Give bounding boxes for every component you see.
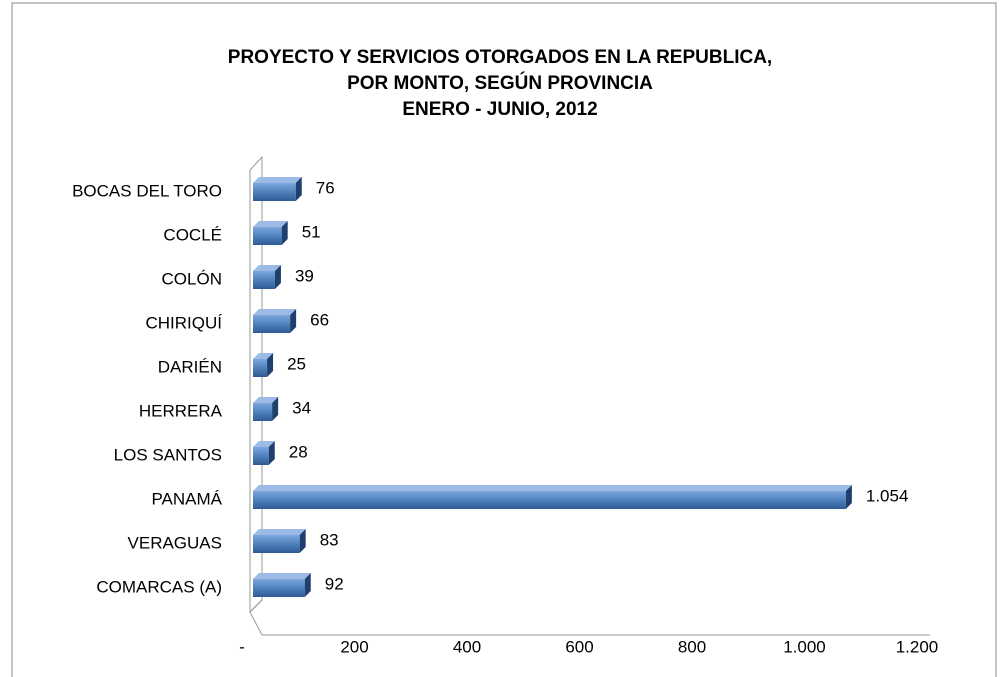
x-tick-label: - — [239, 637, 245, 656]
bar — [253, 353, 274, 377]
bar — [253, 397, 279, 421]
y-tick-label: DARIÉN — [158, 357, 222, 376]
chart-title: POR MONTO, SEGÚN PROVINCIA — [347, 72, 653, 94]
x-tick-label: 800 — [678, 637, 706, 656]
chart-title: ENERO - JUNIO, 2012 — [402, 99, 597, 120]
value-label: 66 — [310, 310, 329, 329]
value-label: 76 — [316, 178, 335, 197]
y-tick-label: LOS SANTOS — [114, 445, 222, 464]
x-tick-label: 600 — [565, 637, 593, 656]
value-label: 92 — [325, 574, 344, 593]
bar — [253, 441, 275, 465]
x-tick-label: 200 — [340, 637, 368, 656]
value-label: 25 — [287, 354, 306, 373]
bar — [253, 177, 302, 201]
floor-edge — [249, 611, 263, 636]
x-tick-label: 400 — [453, 637, 481, 656]
value-label: 34 — [292, 398, 311, 417]
value-label: 51 — [302, 222, 321, 241]
x-tick-label: 1.200 — [896, 637, 939, 656]
chart-frame — [11, 2, 997, 677]
x-tick-label: 1.000 — [783, 637, 826, 656]
floor-edge — [249, 599, 263, 613]
y-tick-label: VERAGUAS — [128, 533, 222, 552]
value-label: 83 — [320, 530, 339, 549]
y-tick-label: HERRERA — [139, 401, 223, 420]
value-label: 39 — [295, 266, 314, 285]
y-tick-label: PANAMÁ — [151, 489, 222, 508]
bar — [253, 221, 288, 245]
value-label: 28 — [289, 442, 308, 461]
bar — [253, 265, 281, 289]
bar — [253, 485, 852, 509]
y-tick-label: COCLÉ — [163, 225, 222, 244]
value-label: 1.054 — [866, 486, 909, 505]
y-tick-label: CHIRIQUÍ — [146, 313, 223, 332]
y-tick-label: COLÓN — [162, 269, 222, 288]
y-tick-label: BOCAS DEL TORO — [72, 181, 222, 200]
y-tick-label: COMARCAS (A) — [96, 577, 222, 596]
bar — [253, 529, 306, 553]
chart-title: PROYECTO Y SERVICIOS OTORGADOS EN LA REP… — [228, 47, 772, 68]
bar — [253, 309, 297, 333]
bar — [253, 573, 311, 597]
